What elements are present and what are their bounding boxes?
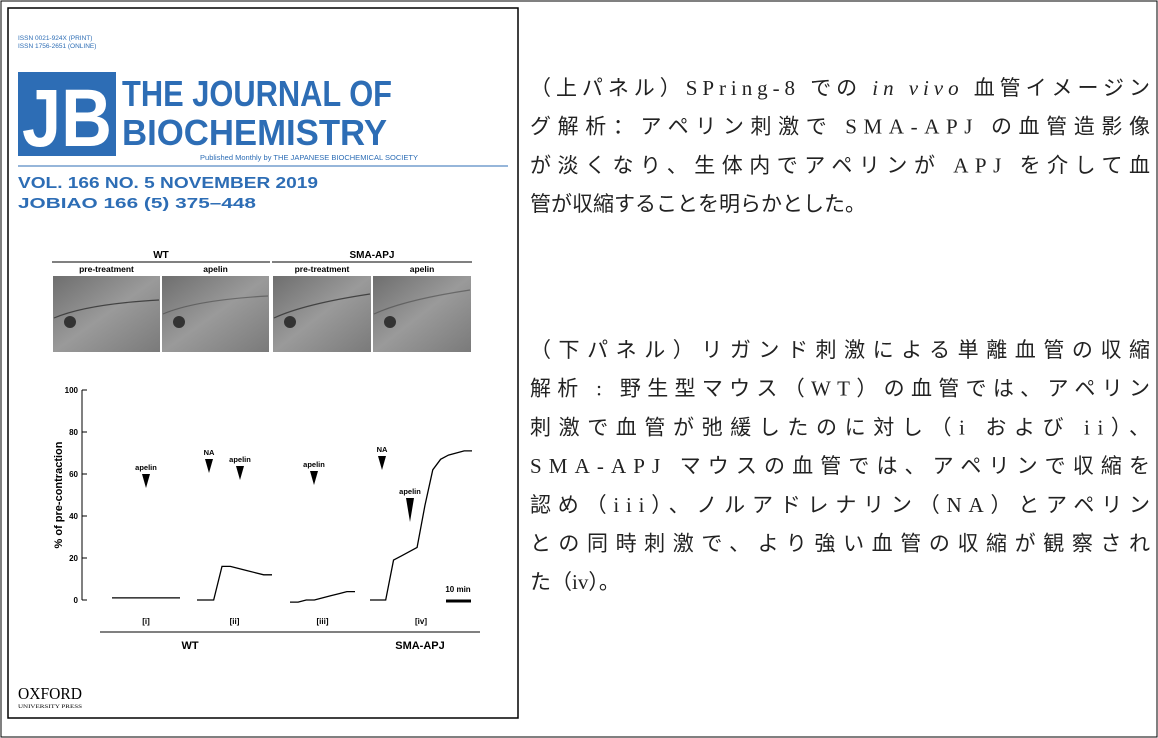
y-tick-label: 80 xyxy=(69,428,78,437)
panel-label: [ii] xyxy=(230,617,240,626)
y-axis-label: % of pre-contraction xyxy=(53,441,65,548)
y-tick-label: 100 xyxy=(65,386,79,395)
body-line: との同時刺激で、より強い血管の収縮が観察され xyxy=(530,532,1150,556)
annotation: NA xyxy=(204,448,215,457)
volume-line: VOL. 166 NO. 5 NOVEMBER 2019 xyxy=(18,175,318,192)
body-line: が淡くなり、生体内でアペリンが APJ を介して血 xyxy=(530,153,1150,177)
annotation: apelin xyxy=(303,460,325,469)
annotation: NA xyxy=(377,445,388,454)
group-label: WT xyxy=(181,640,198,652)
body-line: 認め（iii）、ノルアドレナリン（NA）とアペリン xyxy=(530,493,1150,517)
press-name: OXFORD xyxy=(18,684,82,703)
journal-title: BIOCHEMISTRY xyxy=(122,112,387,153)
issn: ISSN 1756-2651 (ONLINE) xyxy=(18,43,96,50)
angiogram-image xyxy=(53,276,160,352)
group-label: SMA-APJ xyxy=(395,640,445,652)
image-condition-label: apelin xyxy=(203,264,228,274)
page: ISSN 0021-924X (PRINT)ISSN 1756-2651 (ON… xyxy=(0,0,1158,738)
publisher-line: Published Monthly by THE JAPANESE BIOCHE… xyxy=(200,153,418,162)
panel-label: [i] xyxy=(142,617,150,626)
image-group-label: WT xyxy=(153,250,169,261)
angiogram-image xyxy=(162,276,269,352)
panel-label: [iv] xyxy=(415,617,427,626)
image-condition-label: pre-treatment xyxy=(79,264,134,274)
issn: ISSN 0021-924X (PRINT) xyxy=(18,35,92,42)
body-span: （上パネル）SPring-8 での xyxy=(530,76,867,100)
image-condition-label: apelin xyxy=(410,264,435,274)
y-tick-label: 0 xyxy=(74,596,79,605)
y-tick-label: 60 xyxy=(69,470,78,479)
body-line: （下パネル）リガンド刺激による単離血管の収縮 xyxy=(530,338,1150,362)
body-span: 血管イメージン xyxy=(964,76,1150,100)
vessel-blob xyxy=(284,316,296,328)
scale-bar-label: 10 min xyxy=(445,585,470,594)
body-line: グ解析：アペリン刺激で SMA-APJ の血管造影像 xyxy=(530,115,1150,139)
y-tick-label: 20 xyxy=(69,554,78,563)
vessel-blob xyxy=(173,316,185,328)
journal-title: THE JOURNAL OF xyxy=(122,73,392,114)
angiogram-image xyxy=(273,276,371,352)
body-line: た（iv）。 xyxy=(530,570,620,594)
code-line: JOBIAO 166 (5) 375–448 xyxy=(18,195,256,212)
vessel-blob xyxy=(64,316,76,328)
image-condition-label: pre-treatment xyxy=(295,264,350,274)
body-line: 解析 : 野生型マウス（WT）の血管では、アペリン xyxy=(530,377,1150,401)
vessel-blob xyxy=(384,316,396,328)
annotation: apelin xyxy=(399,487,421,496)
annotation: apelin xyxy=(229,455,251,464)
press-sub: UNIVERSITY PRESS xyxy=(18,705,82,710)
y-tick-label: 40 xyxy=(69,512,78,521)
body-line: （上パネル）SPring-8 での in vivo 血管イメージン xyxy=(530,76,1150,100)
figure-page: ISSN 0021-924X (PRINT)ISSN 1756-2651 (ON… xyxy=(0,0,1158,738)
angiogram-image xyxy=(373,276,471,352)
annotation: apelin xyxy=(135,463,157,472)
image-group-label: SMA-APJ xyxy=(349,250,394,261)
body-span: in vivo xyxy=(872,76,958,100)
body-line: 管が収縮することを明らかとした。 xyxy=(530,192,866,216)
panel-label: [iii] xyxy=(317,617,329,626)
logo: JB xyxy=(22,73,112,164)
body-line: 刺激で血管が弛緩したのに対し（i および ii）、 xyxy=(530,415,1150,439)
body-line: SMA-APJ マウスの血管では、アペリンで収縮を xyxy=(530,454,1150,478)
